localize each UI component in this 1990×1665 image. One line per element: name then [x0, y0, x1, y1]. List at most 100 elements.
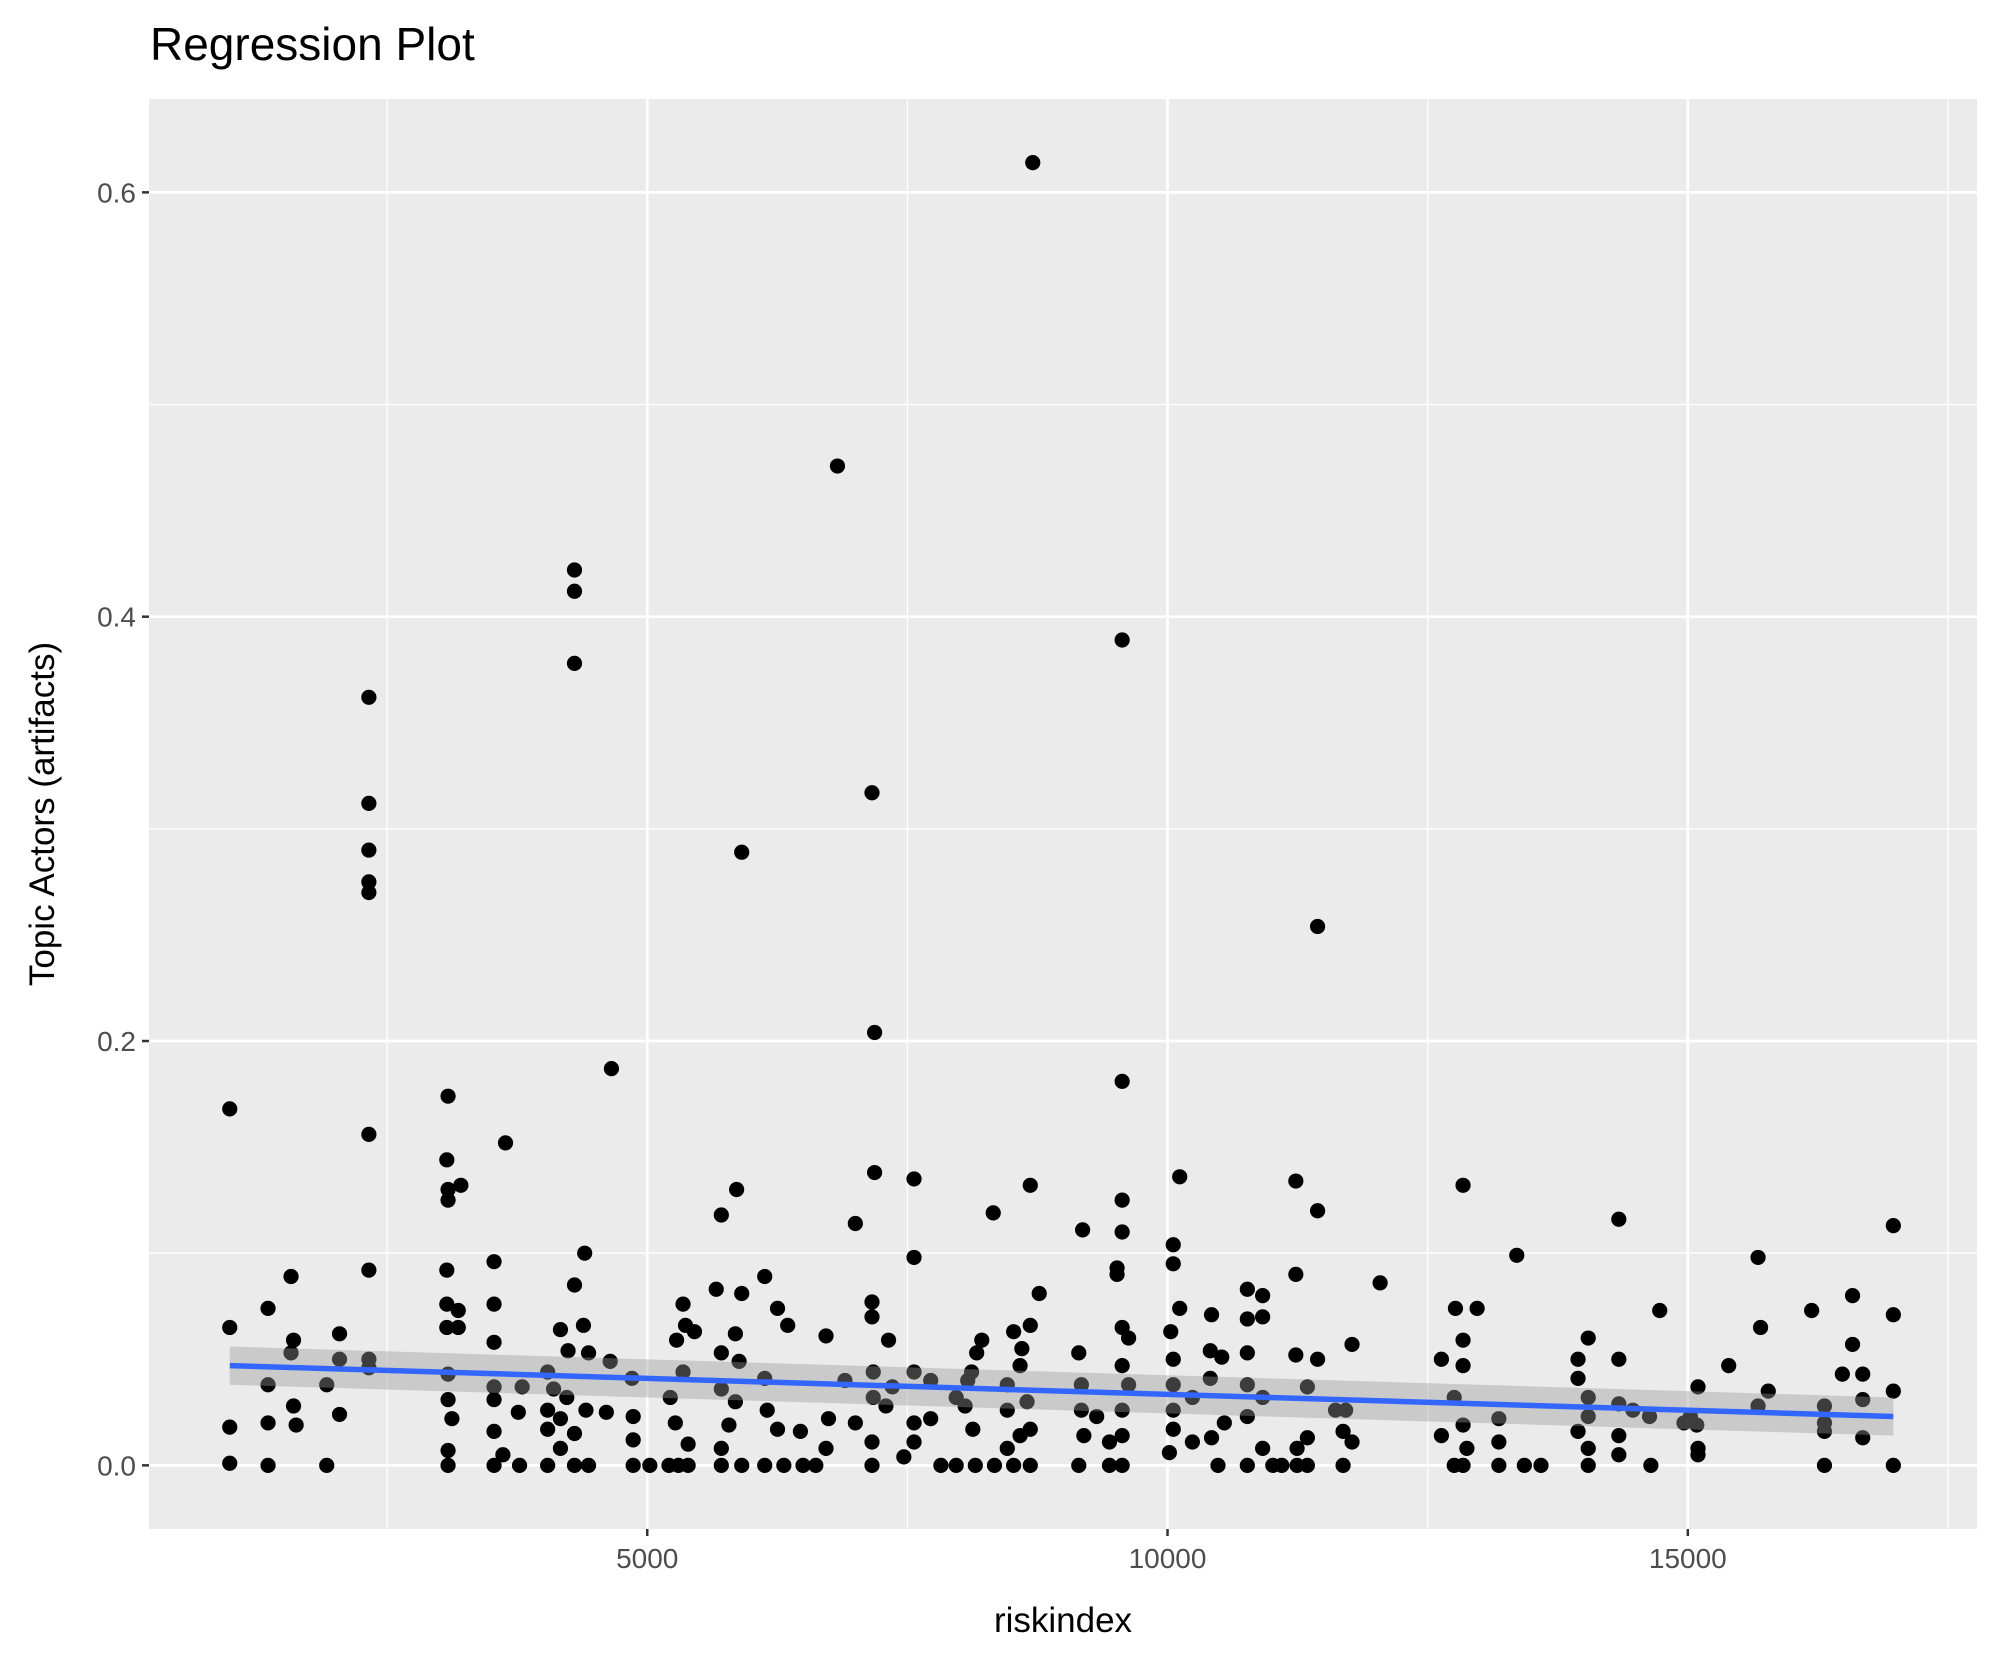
- data-point: [1491, 1434, 1507, 1450]
- data-point: [792, 1423, 809, 1440]
- data-point: [602, 1353, 618, 1369]
- data-point: [847, 1415, 863, 1431]
- data-point: [1816, 1398, 1833, 1414]
- data-point: [1184, 1434, 1200, 1450]
- data-point: [439, 1296, 455, 1312]
- data-point: [1239, 1457, 1255, 1473]
- data-point: [1288, 1266, 1304, 1283]
- data-point: [260, 1457, 276, 1473]
- data-point: [575, 1317, 592, 1333]
- data-point: [1006, 1324, 1022, 1340]
- data-point: [818, 1328, 834, 1344]
- data-point: [713, 1457, 729, 1473]
- data-point: [1239, 1311, 1255, 1327]
- data-point: [667, 1415, 683, 1431]
- data-point: [1165, 1377, 1181, 1393]
- data-point: [1455, 1358, 1471, 1374]
- data-point: [864, 1434, 880, 1450]
- data-point: [283, 1345, 299, 1361]
- data-point: [1455, 1332, 1471, 1348]
- regression-line: [229, 1362, 1894, 1420]
- data-point: [440, 1181, 456, 1198]
- x-axis-label: riskindex: [994, 1601, 1133, 1640]
- data-point: [1580, 1389, 1596, 1406]
- data-point: [580, 1457, 597, 1473]
- data-point: [1022, 1177, 1038, 1193]
- data-point: [1274, 1457, 1290, 1473]
- data-point: [260, 1377, 276, 1393]
- y-tick-label: 0.4: [97, 602, 136, 633]
- data-point: [1611, 1351, 1627, 1367]
- data-point: [578, 1402, 594, 1418]
- data-point: [906, 1434, 922, 1450]
- data-point: [625, 1457, 641, 1473]
- data-point: [440, 1457, 456, 1473]
- data-point: [1689, 1417, 1705, 1433]
- data-point: [1071, 1457, 1087, 1473]
- data-point: [675, 1364, 691, 1380]
- data-point: [1202, 1370, 1218, 1386]
- data-point: [1121, 1377, 1137, 1393]
- data-point: [1533, 1457, 1549, 1473]
- data-point: [1101, 1434, 1118, 1450]
- data-point: [1165, 1421, 1181, 1437]
- data-point: [1750, 1249, 1766, 1266]
- data-point: [1161, 1445, 1177, 1461]
- data-point: [670, 1457, 687, 1473]
- data-point: [1202, 1343, 1218, 1359]
- data-point: [361, 689, 377, 705]
- data-point: [1885, 1218, 1901, 1234]
- data-point: [1641, 1408, 1658, 1425]
- data-point: [566, 1277, 583, 1293]
- data-point: [222, 1419, 238, 1435]
- data-point: [283, 1268, 299, 1285]
- data-point: [552, 1411, 569, 1427]
- data-point: [1114, 1073, 1130, 1089]
- data-point: [662, 1389, 678, 1406]
- data-point: [439, 1152, 455, 1168]
- data-point: [598, 1404, 614, 1420]
- data-point: [1570, 1351, 1586, 1367]
- y-tick-label: 0.0: [97, 1450, 136, 1481]
- data-point: [1239, 1408, 1255, 1425]
- data-point: [963, 1364, 980, 1380]
- data-point: [1844, 1336, 1861, 1353]
- data-point: [486, 1254, 502, 1270]
- data-point: [331, 1326, 348, 1342]
- data-point: [713, 1440, 729, 1456]
- plot-panel: [149, 99, 1977, 1529]
- data-point: [1165, 1402, 1181, 1418]
- data-point: [540, 1457, 556, 1473]
- data-point: [957, 1398, 973, 1414]
- data-point: [1073, 1402, 1089, 1418]
- data-point: [1643, 1457, 1659, 1473]
- data-point: [1344, 1434, 1360, 1450]
- data-point: [734, 1457, 750, 1473]
- data-point: [680, 1436, 696, 1452]
- data-point: [1022, 1457, 1038, 1473]
- data-point: [864, 785, 880, 801]
- data-point: [1690, 1379, 1706, 1395]
- data-point: [1114, 1192, 1130, 1208]
- data-point: [1516, 1457, 1532, 1473]
- data-point: [974, 1332, 990, 1348]
- data-point: [222, 1101, 238, 1117]
- data-point: [795, 1457, 811, 1473]
- data-point: [757, 1268, 773, 1285]
- data-point: [439, 1262, 455, 1278]
- data-point: [1239, 1377, 1255, 1393]
- data-point: [1580, 1330, 1596, 1346]
- data-point: [986, 1457, 1003, 1473]
- data-point: [1203, 1430, 1220, 1446]
- data-point: [906, 1364, 922, 1380]
- data-point: [1570, 1370, 1586, 1386]
- data-point: [1289, 1440, 1305, 1456]
- data-point: [540, 1421, 556, 1437]
- data-point: [1114, 1402, 1130, 1418]
- data-point: [439, 1319, 455, 1336]
- data-point: [361, 884, 377, 901]
- data-point: [440, 1192, 456, 1208]
- data-point: [713, 1345, 729, 1361]
- data-point: [361, 874, 377, 890]
- data-point: [1255, 1440, 1271, 1456]
